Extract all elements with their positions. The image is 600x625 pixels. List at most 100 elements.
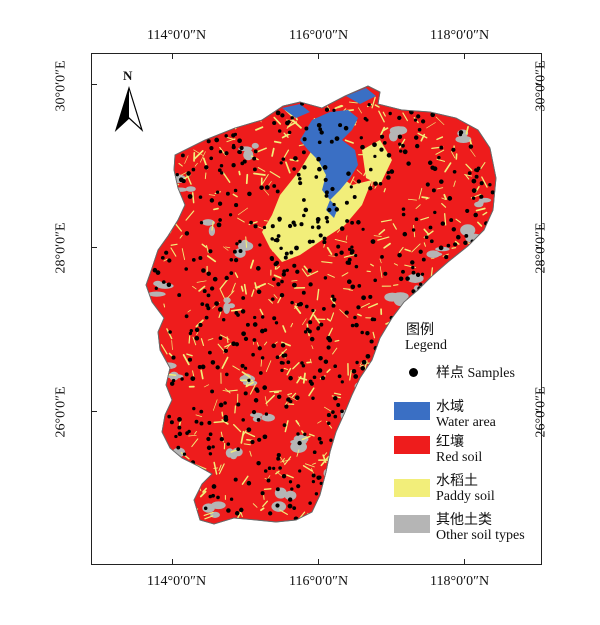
paddy-soil-streak	[323, 452, 328, 457]
sample-point	[247, 191, 252, 197]
sample-point	[261, 315, 265, 319]
paddy-soil-streak	[267, 283, 275, 287]
sample-point	[253, 398, 259, 403]
sample-point	[211, 484, 217, 489]
sample-point	[223, 401, 227, 405]
sample-point	[282, 269, 287, 274]
paddy-soil-streak	[404, 248, 412, 252]
sample-point	[323, 359, 329, 364]
sample-point	[316, 326, 320, 331]
sample-point	[453, 242, 458, 247]
paddy-soil-streak	[337, 214, 345, 225]
paddy-soil-streak	[191, 438, 199, 448]
legend-swatch-other-soil	[394, 515, 430, 533]
paddy-soil-streak	[292, 362, 300, 370]
left-lat-label-26: 26°0′0″E	[53, 386, 69, 438]
paddy-soil-streak	[272, 226, 275, 235]
sample-point	[284, 404, 289, 409]
paddy-soil-streak	[195, 414, 203, 417]
sample-point	[318, 233, 323, 238]
sample-point	[241, 418, 245, 422]
sample-point	[234, 511, 240, 516]
sample-point	[367, 103, 371, 107]
paddy-soil-streak	[279, 509, 288, 516]
paddy-soil-streak	[224, 388, 231, 394]
sample-point	[226, 508, 231, 513]
paddy-soil-streak	[430, 267, 434, 277]
sample-point	[369, 167, 373, 172]
paddy-soil-streak	[180, 452, 190, 460]
other-soil-patch	[460, 224, 476, 237]
sample-point	[430, 112, 436, 118]
sample-point	[178, 177, 184, 183]
paddy-soil-streak	[420, 216, 429, 221]
sample-point	[332, 108, 336, 113]
sample-point	[356, 305, 361, 310]
sample-point	[338, 123, 343, 128]
sample-point	[250, 439, 255, 445]
paddy-soil-streak	[170, 247, 177, 257]
sample-point	[218, 218, 222, 222]
paddy-soil-streak	[436, 187, 444, 190]
sample-point	[219, 163, 224, 168]
paddy-soil-streak	[304, 463, 315, 468]
sample-point	[240, 309, 246, 314]
paddy-soil-streak	[317, 420, 322, 424]
paddy-soil-streak	[345, 235, 348, 241]
paddy-soil-streak	[374, 104, 380, 108]
paddy-soil-streak	[268, 298, 274, 304]
sample-point	[184, 231, 190, 236]
sample-point	[323, 276, 328, 280]
paddy-soil-streak	[304, 228, 309, 239]
legend-title-zh: 图例	[406, 323, 434, 338]
sample-point	[229, 271, 234, 275]
paddy-soil-streak	[240, 512, 243, 518]
legend-water-zh: 水域	[436, 400, 464, 415]
legend-water-en: Water area	[436, 415, 496, 430]
sample-point	[218, 336, 223, 340]
bottom-tick-114	[172, 559, 173, 565]
sample-point	[206, 139, 211, 144]
paddy-soil-streak	[269, 390, 282, 393]
sample-point	[225, 191, 230, 196]
paddy-soil-streak	[421, 196, 429, 199]
sample-point	[275, 355, 280, 360]
paddy-soil-streak	[171, 340, 173, 350]
paddy-soil-streak	[219, 279, 228, 290]
sample-point	[336, 403, 341, 407]
sample-point	[316, 156, 321, 162]
sample-point	[317, 475, 322, 480]
sample-point	[417, 127, 422, 132]
paddy-soil-streak	[260, 507, 265, 512]
paddy-soil-streak	[192, 285, 197, 290]
paddy-soil-streak	[481, 176, 488, 188]
sample-point	[401, 212, 406, 217]
sample-point	[275, 110, 281, 116]
paddy-soil-streak	[278, 348, 288, 358]
sample-point	[327, 207, 332, 213]
sample-point	[198, 195, 203, 199]
sample-point	[206, 436, 211, 442]
paddy-soil-streak	[259, 308, 264, 316]
sample-point	[287, 223, 293, 229]
other-soil-patch	[329, 466, 343, 477]
paddy-soil-streak	[307, 270, 319, 277]
sample-point	[188, 331, 193, 336]
sample-point	[262, 385, 268, 390]
paddy-soil-streak	[436, 158, 446, 162]
sample-point	[256, 289, 262, 295]
paddy-soil-streak	[286, 119, 294, 129]
sample-point	[386, 175, 391, 180]
sample-point	[333, 395, 338, 401]
sample-point	[209, 198, 215, 203]
paddy-soil-streak	[377, 236, 390, 241]
legend-other-zh: 其他土类	[436, 513, 492, 528]
paddy-soil-streak	[298, 377, 308, 381]
paddy-soil-streak	[380, 219, 392, 223]
other-soil-patch	[172, 458, 184, 463]
sample-point	[309, 336, 315, 342]
legend-title-en: Legend	[405, 338, 447, 353]
sample-point	[237, 138, 242, 144]
sample-point	[369, 339, 374, 344]
sample-point	[325, 219, 330, 224]
